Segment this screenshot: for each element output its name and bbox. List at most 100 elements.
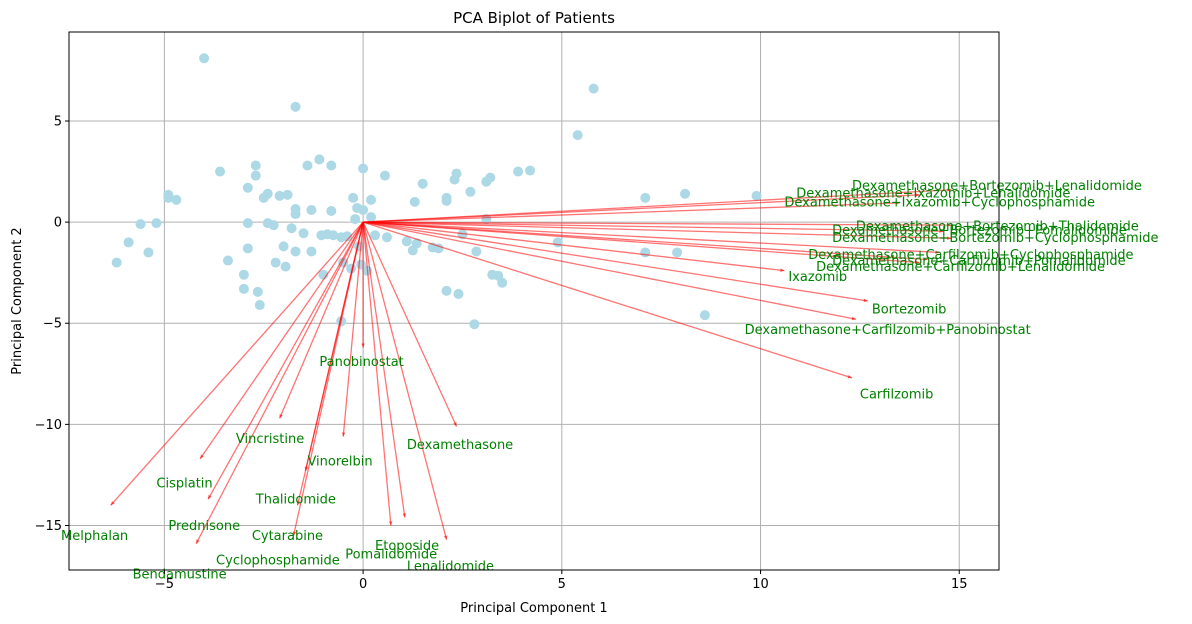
- x-tick-label: 15: [951, 577, 968, 592]
- y-tick-label: 0: [54, 216, 62, 231]
- patient-point: [366, 212, 377, 223]
- patient-points: [111, 53, 762, 330]
- chart-title: PCA Biplot of Patients: [453, 9, 615, 27]
- patient-point: [290, 101, 301, 112]
- loading-arrow: [363, 221, 952, 226]
- loading-arrow: [110, 221, 364, 506]
- patient-point: [171, 194, 182, 205]
- y-axis-label: Principal Component 2: [10, 227, 25, 374]
- axis-ticks: −5 0 5 10 15 5 0 −5 −10 −15: [35, 114, 968, 592]
- loading-arrowhead: [304, 466, 309, 471]
- patient-point: [238, 269, 249, 280]
- patient-point: [268, 220, 279, 231]
- loading-arrow: [279, 221, 364, 419]
- loading-arrow: [363, 221, 944, 232]
- loading-arrow: [195, 221, 364, 545]
- patient-point: [111, 257, 122, 268]
- loading-label: Etoposide: [375, 539, 439, 554]
- loading-arrow: [362, 221, 857, 320]
- patient-point: [306, 204, 317, 215]
- patient-point: [238, 283, 249, 294]
- patient-point: [417, 178, 428, 189]
- loading-label: Bortezomib: [872, 303, 947, 318]
- x-tick-label: −5: [155, 577, 174, 592]
- patient-point: [270, 257, 281, 268]
- loading-arrowhead: [341, 432, 346, 437]
- patient-point: [441, 285, 452, 296]
- loading-label: Dexamethasone+Bortezomib+Cyclophosphamid…: [832, 231, 1158, 246]
- patient-point: [640, 192, 651, 203]
- loading-arrowhead: [361, 343, 365, 348]
- patient-point: [552, 237, 563, 248]
- loading-arrowhead: [915, 260, 920, 265]
- loading-arrow: [304, 221, 364, 472]
- loading-label: Dexamethasone+Bortezomib+Pomalidomide: [832, 224, 1127, 239]
- patient-point: [298, 228, 309, 239]
- loading-arrowhead: [915, 193, 920, 197]
- loading-arrow: [362, 221, 448, 540]
- patient-point: [322, 229, 333, 240]
- loading-label: Dexamethasone+Bortezomib+Lenalidomide: [852, 179, 1142, 194]
- loading-labels: Melphalan Bendamustine Prednisone Cisplatin…: [61, 179, 1158, 582]
- patient-point: [242, 218, 253, 229]
- loading-label: Melphalan: [61, 529, 128, 544]
- loading-arrowhead: [292, 531, 297, 536]
- patient-point: [280, 261, 291, 272]
- loading-arrowhead: [279, 413, 283, 419]
- loading-label: Lenalidomide: [407, 559, 494, 574]
- patient-point: [314, 154, 325, 165]
- loading-label: Cisplatin: [156, 477, 212, 492]
- patient-point: [278, 241, 289, 252]
- loading-arrowhead: [443, 535, 448, 540]
- loading-arrowhead: [947, 223, 952, 227]
- patient-point: [407, 245, 418, 256]
- patient-point: [135, 219, 146, 230]
- patient-point: [497, 277, 508, 288]
- loading-arrow: [363, 221, 868, 302]
- loading-label: Vincristine: [236, 432, 304, 447]
- patient-point: [441, 195, 452, 206]
- loading-arrowhead: [923, 257, 928, 262]
- x-tick-label: 5: [558, 577, 566, 592]
- patient-point: [358, 163, 369, 174]
- patient-point: [242, 243, 253, 254]
- patient-point: [469, 319, 480, 330]
- loading-label: Pomalidomide: [345, 547, 437, 562]
- loading-arrowhead: [453, 422, 457, 427]
- patient-point: [672, 247, 683, 258]
- loading-arrow: [362, 221, 458, 427]
- patient-point: [290, 246, 301, 257]
- loading-label: Cyclophosphamide: [216, 553, 340, 568]
- patient-point: [286, 223, 297, 234]
- loading-arrow: [363, 221, 928, 261]
- loading-label: Dexamethasone+Carfilzomib+Lenalidomide: [816, 260, 1105, 275]
- patient-point: [282, 189, 293, 200]
- loading-arrowhead: [935, 250, 940, 255]
- loading-arrow: [199, 221, 364, 460]
- patient-point: [471, 246, 482, 257]
- loading-label: Dexamethasone+Ixazomib+Lenalidomide: [796, 186, 1070, 201]
- x-tick-label: 0: [359, 577, 367, 592]
- patient-point: [274, 190, 285, 201]
- patient-point: [242, 182, 253, 193]
- loading-arrow: [342, 222, 364, 437]
- loading-label: Dexamethasone+Carfilzomib+Panobinostat: [745, 323, 1031, 338]
- patient-point: [123, 237, 134, 248]
- patient-point: [350, 214, 361, 225]
- patient-point: [326, 205, 337, 216]
- patient-point: [143, 247, 154, 258]
- x-tick-label: 10: [752, 577, 769, 592]
- loading-label: Bendamustine: [133, 568, 227, 583]
- loading-label: Dexamethasone+Ixazomib+Cyclophosphamide: [784, 195, 1095, 210]
- y-tick-label: 5: [54, 114, 62, 129]
- patient-point: [370, 230, 381, 241]
- patient-point: [409, 196, 420, 207]
- loading-label: Carfilzomib: [860, 388, 934, 403]
- grid-lines: [69, 32, 999, 570]
- patient-point: [680, 188, 691, 199]
- patient-point: [513, 166, 524, 177]
- loading-arrowhead: [780, 268, 785, 272]
- patient-point: [163, 192, 174, 203]
- loading-arrows: [110, 188, 952, 545]
